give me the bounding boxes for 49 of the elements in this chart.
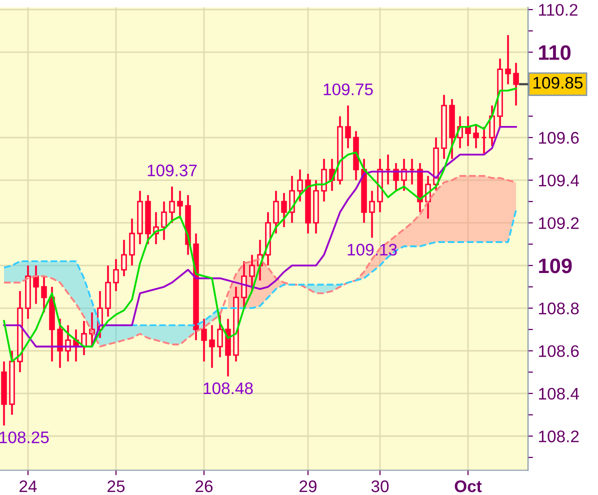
- annotation: 109.75: [324, 83, 373, 96]
- candlestick: [513, 62, 519, 106]
- y-tick-label: 110: [539, 45, 571, 60]
- candlestick: [345, 104, 351, 150]
- candlestick: [289, 175, 295, 224]
- candlestick: [209, 324, 215, 369]
- x-tick-label: 25: [108, 480, 125, 492]
- y-tick-label: 109: [539, 258, 572, 274]
- x-tick-label: Oct: [454, 480, 482, 492]
- x-tick-label: 24: [20, 480, 37, 492]
- y-tick-label: 109.6: [539, 132, 579, 144]
- annotation: 108.25: [0, 431, 49, 444]
- candlestick: [41, 275, 47, 314]
- candlestick: [169, 186, 175, 224]
- candlestick: [217, 312, 223, 358]
- y-tick-label: 108.4: [539, 388, 579, 400]
- candlestick: [393, 162, 399, 192]
- x-tick-label: 30: [371, 480, 389, 492]
- y-tick-label: 110.2: [539, 4, 578, 16]
- candlestick: [273, 190, 279, 234]
- candlestick: [473, 124, 479, 150]
- candlestick: [33, 264, 39, 305]
- y-tick-label: 108.6: [539, 345, 579, 358]
- candlestick: [281, 192, 287, 228]
- y-tick-label: 109.4: [539, 174, 579, 186]
- candlestick: [369, 190, 375, 239]
- candlestick: [505, 34, 511, 86]
- candlestick: [321, 158, 327, 202]
- candlestick: [121, 239, 127, 278]
- ref-line-label: 109.85: [534, 76, 583, 89]
- y-tick-label: 108.2: [539, 430, 579, 442]
- y-tick-label: 109.2: [539, 217, 579, 230]
- candlestick: [297, 168, 303, 202]
- candlestick: [129, 218, 135, 266]
- candlestick: [161, 200, 167, 241]
- y-tick-label: 108.8: [539, 302, 579, 314]
- candlestick: [489, 104, 495, 147]
- annotation: 109.13: [348, 244, 397, 256]
- candlestick: [177, 190, 183, 220]
- candlestick: [401, 158, 407, 192]
- candlestick: [57, 318, 63, 369]
- candlestick: [113, 258, 119, 292]
- x-tick-label: 29: [300, 480, 316, 492]
- candlestick: [241, 260, 247, 310]
- annotation: 108.48: [204, 382, 253, 394]
- x-tick-label: 26: [196, 480, 213, 492]
- annotation: 109.37: [148, 164, 197, 176]
- candlestick: [201, 318, 207, 362]
- candlestick: [249, 254, 255, 292]
